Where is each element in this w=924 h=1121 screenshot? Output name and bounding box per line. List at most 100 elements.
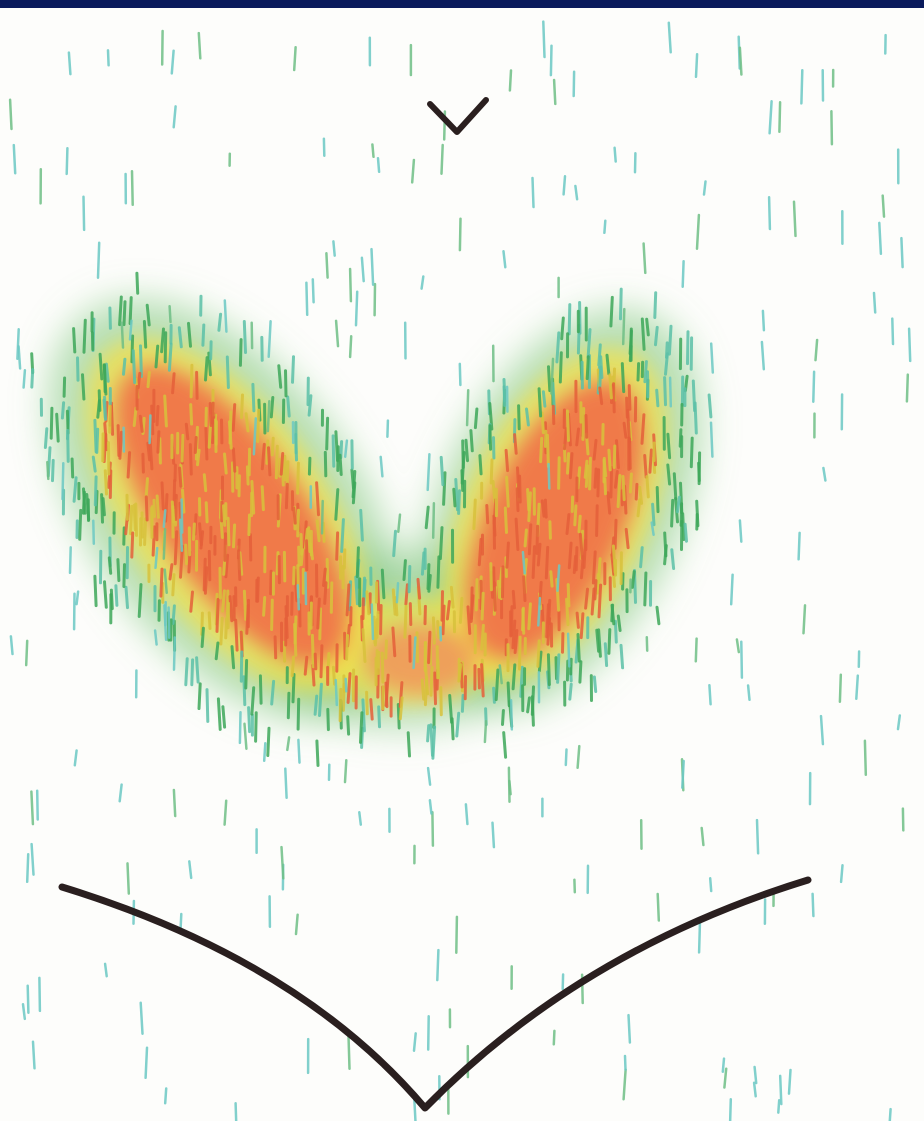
count-dash <box>186 659 187 685</box>
count-dash <box>485 721 486 742</box>
count-dash <box>437 647 438 678</box>
count-dash <box>466 804 468 824</box>
count-dash <box>567 411 568 440</box>
count-dash <box>394 531 396 555</box>
count-dash <box>333 667 334 684</box>
count-dash <box>26 641 27 665</box>
count-dash <box>233 405 235 431</box>
count-dash <box>128 453 130 477</box>
count-dash <box>491 460 492 483</box>
count-dash <box>162 483 163 509</box>
count-dash <box>236 620 237 650</box>
count-dash <box>84 197 85 230</box>
count-dash <box>233 449 234 471</box>
count-dash <box>180 468 181 486</box>
count-dash <box>357 548 358 577</box>
count-dash <box>892 319 893 344</box>
count-dash <box>816 340 818 360</box>
count-dash <box>626 529 628 547</box>
count-dash <box>140 416 142 431</box>
count-dash <box>588 330 590 358</box>
count-dash <box>710 878 711 891</box>
count-dash <box>95 576 96 605</box>
count-dash <box>348 717 349 734</box>
count-dash <box>438 557 439 587</box>
count-dash <box>269 448 270 475</box>
count-dash <box>138 373 140 387</box>
count-dash <box>244 322 245 353</box>
count-dash <box>170 565 172 579</box>
count-dash <box>105 397 106 419</box>
count-dash <box>327 418 328 449</box>
count-dash <box>515 435 517 454</box>
count-dash <box>428 454 430 490</box>
count-dash <box>794 202 796 236</box>
count-dash <box>306 283 307 315</box>
count-dash <box>253 384 254 410</box>
count-dash <box>422 680 424 699</box>
count-dash <box>240 340 241 366</box>
count-dash <box>336 490 338 520</box>
count-dash <box>442 145 443 174</box>
count-dash <box>567 599 568 624</box>
count-dash <box>657 390 658 406</box>
count-dash <box>685 524 686 541</box>
count-dash <box>359 812 361 824</box>
count-dash <box>228 518 229 545</box>
count-dash <box>207 690 208 722</box>
count-dash <box>584 540 586 567</box>
count-dash <box>583 409 584 440</box>
count-dash <box>409 567 410 592</box>
count-dash <box>519 406 520 429</box>
count-dash <box>504 733 506 758</box>
count-dash <box>615 148 616 162</box>
count-dash <box>236 1103 237 1121</box>
count-dash <box>336 680 337 705</box>
count-dash <box>656 327 658 344</box>
count-dash <box>175 532 177 564</box>
count-dash <box>320 684 322 715</box>
count-dash <box>683 514 684 540</box>
count-dash <box>645 573 646 605</box>
count-dash <box>312 635 313 666</box>
count-dash <box>525 530 526 546</box>
count-dash <box>150 416 151 444</box>
count-dash <box>372 249 374 285</box>
count-dash <box>105 964 107 976</box>
count-dash <box>206 428 207 459</box>
count-dash <box>504 387 505 406</box>
count-dash <box>475 409 477 428</box>
count-dash <box>80 510 81 539</box>
count-dash <box>460 219 461 250</box>
count-dash <box>510 71 511 91</box>
count-dash <box>225 301 227 332</box>
count-dash <box>564 176 565 194</box>
count-dash <box>234 525 235 547</box>
count-dash <box>72 459 73 477</box>
count-dash <box>590 458 591 489</box>
count-dash <box>271 571 272 594</box>
count-dash <box>568 634 569 667</box>
count-dash <box>70 547 71 572</box>
count-dash <box>239 551 240 580</box>
count-dash <box>592 589 594 614</box>
count-dash <box>164 529 165 558</box>
count-dash <box>100 354 102 379</box>
count-dash <box>723 1059 724 1072</box>
count-dash <box>195 438 196 453</box>
count-dash <box>348 674 350 703</box>
count-dash <box>173 606 174 624</box>
count-dash <box>206 358 208 380</box>
count-dash <box>547 435 548 466</box>
count-dash <box>298 463 299 493</box>
count-dash <box>32 370 33 388</box>
count-dash <box>595 581 596 599</box>
count-dash <box>294 508 296 523</box>
count-dash <box>516 519 518 549</box>
count-dash <box>161 569 162 596</box>
count-dash <box>553 406 554 423</box>
count-dash <box>454 489 455 506</box>
count-dash <box>190 445 191 475</box>
count-dash <box>562 318 564 339</box>
count-dash <box>356 292 357 325</box>
